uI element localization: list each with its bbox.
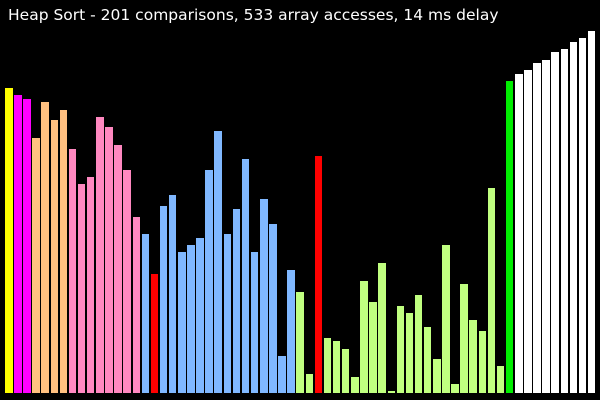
bar-45	[404, 312, 415, 394]
bar-64	[577, 37, 588, 394]
bar-61	[550, 51, 560, 394]
bar-56	[504, 80, 515, 394]
bar-23	[204, 169, 214, 394]
bar-12	[104, 126, 114, 394]
bar-14	[122, 169, 132, 394]
bar-46	[413, 294, 424, 394]
bar-48	[432, 358, 442, 394]
bar-38	[340, 348, 351, 394]
bar-47	[422, 326, 433, 394]
bar-15	[131, 216, 141, 394]
bar-29	[259, 198, 269, 394]
bar-6	[49, 119, 60, 394]
bar-42	[377, 262, 387, 394]
bar-59	[532, 62, 542, 394]
bar-62	[559, 48, 570, 394]
bar-34	[304, 373, 315, 394]
bar-4	[31, 137, 41, 394]
bar-52	[468, 319, 478, 394]
bar-19	[167, 194, 178, 394]
bar-54	[486, 187, 497, 394]
bar-11	[95, 116, 105, 394]
bar-33	[295, 291, 305, 394]
bar-25	[222, 233, 233, 394]
bar-41	[368, 301, 378, 394]
bar-28	[249, 251, 260, 394]
bar-26	[231, 208, 242, 394]
bar-5	[40, 101, 50, 394]
bar-1	[4, 87, 14, 394]
bar-8	[67, 148, 78, 394]
status-title: Heap Sort - 201 comparisons, 533 array a…	[8, 6, 499, 24]
bar-39	[350, 376, 360, 394]
bar-55	[495, 365, 506, 394]
bar-3	[22, 98, 32, 394]
bar-49	[441, 244, 451, 394]
bar-37	[331, 340, 342, 394]
bar-32	[286, 269, 296, 394]
bar-30	[268, 223, 278, 394]
bar-36	[322, 337, 333, 394]
bar-53	[477, 330, 488, 394]
bar-27	[240, 158, 251, 394]
bar-58	[523, 69, 533, 394]
bar-35	[313, 155, 324, 394]
bar-21	[186, 244, 196, 394]
bar-10	[85, 176, 96, 394]
bar-16	[140, 233, 151, 394]
bar-40	[359, 280, 369, 394]
bar-51	[459, 283, 469, 394]
bar-57	[514, 73, 524, 394]
bar-22	[195, 237, 205, 394]
bar-2	[13, 94, 23, 394]
bar-31	[277, 355, 287, 394]
bar-17	[149, 273, 160, 394]
bar-65	[586, 30, 597, 394]
bar-60	[541, 59, 551, 394]
bar-63	[568, 41, 579, 394]
bar-18	[158, 205, 169, 394]
bar-44	[395, 305, 406, 394]
bar-43	[386, 390, 397, 394]
bar-7	[58, 109, 69, 394]
bar-13	[113, 144, 123, 394]
bar-20	[177, 251, 187, 394]
bar-50	[450, 383, 460, 394]
bar-9	[76, 183, 87, 394]
bar-24	[213, 130, 223, 394]
